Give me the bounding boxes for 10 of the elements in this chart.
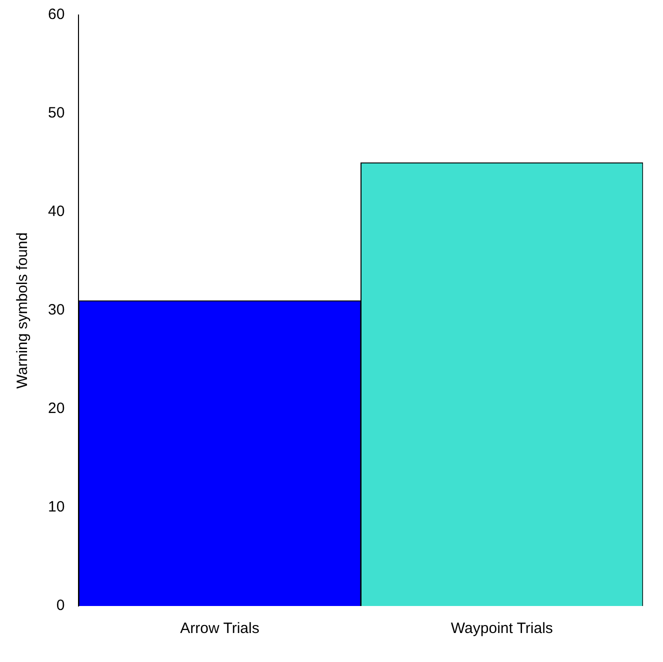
y-tick-label: 20 [48,400,65,418]
y-tick-label: 10 [48,498,65,516]
y-tick-label: 40 [48,203,65,220]
x-tick-label: Waypoint Trials [450,620,553,638]
x-tick-label: Arrow Trials [180,620,260,638]
y-axis-title: Warning symbols found [14,232,32,389]
y-tick-label: 30 [48,302,65,319]
y-tick-label: 60 [48,6,65,24]
y-tick-label: 50 [48,104,65,122]
y-tick-label: 0 [56,597,65,614]
